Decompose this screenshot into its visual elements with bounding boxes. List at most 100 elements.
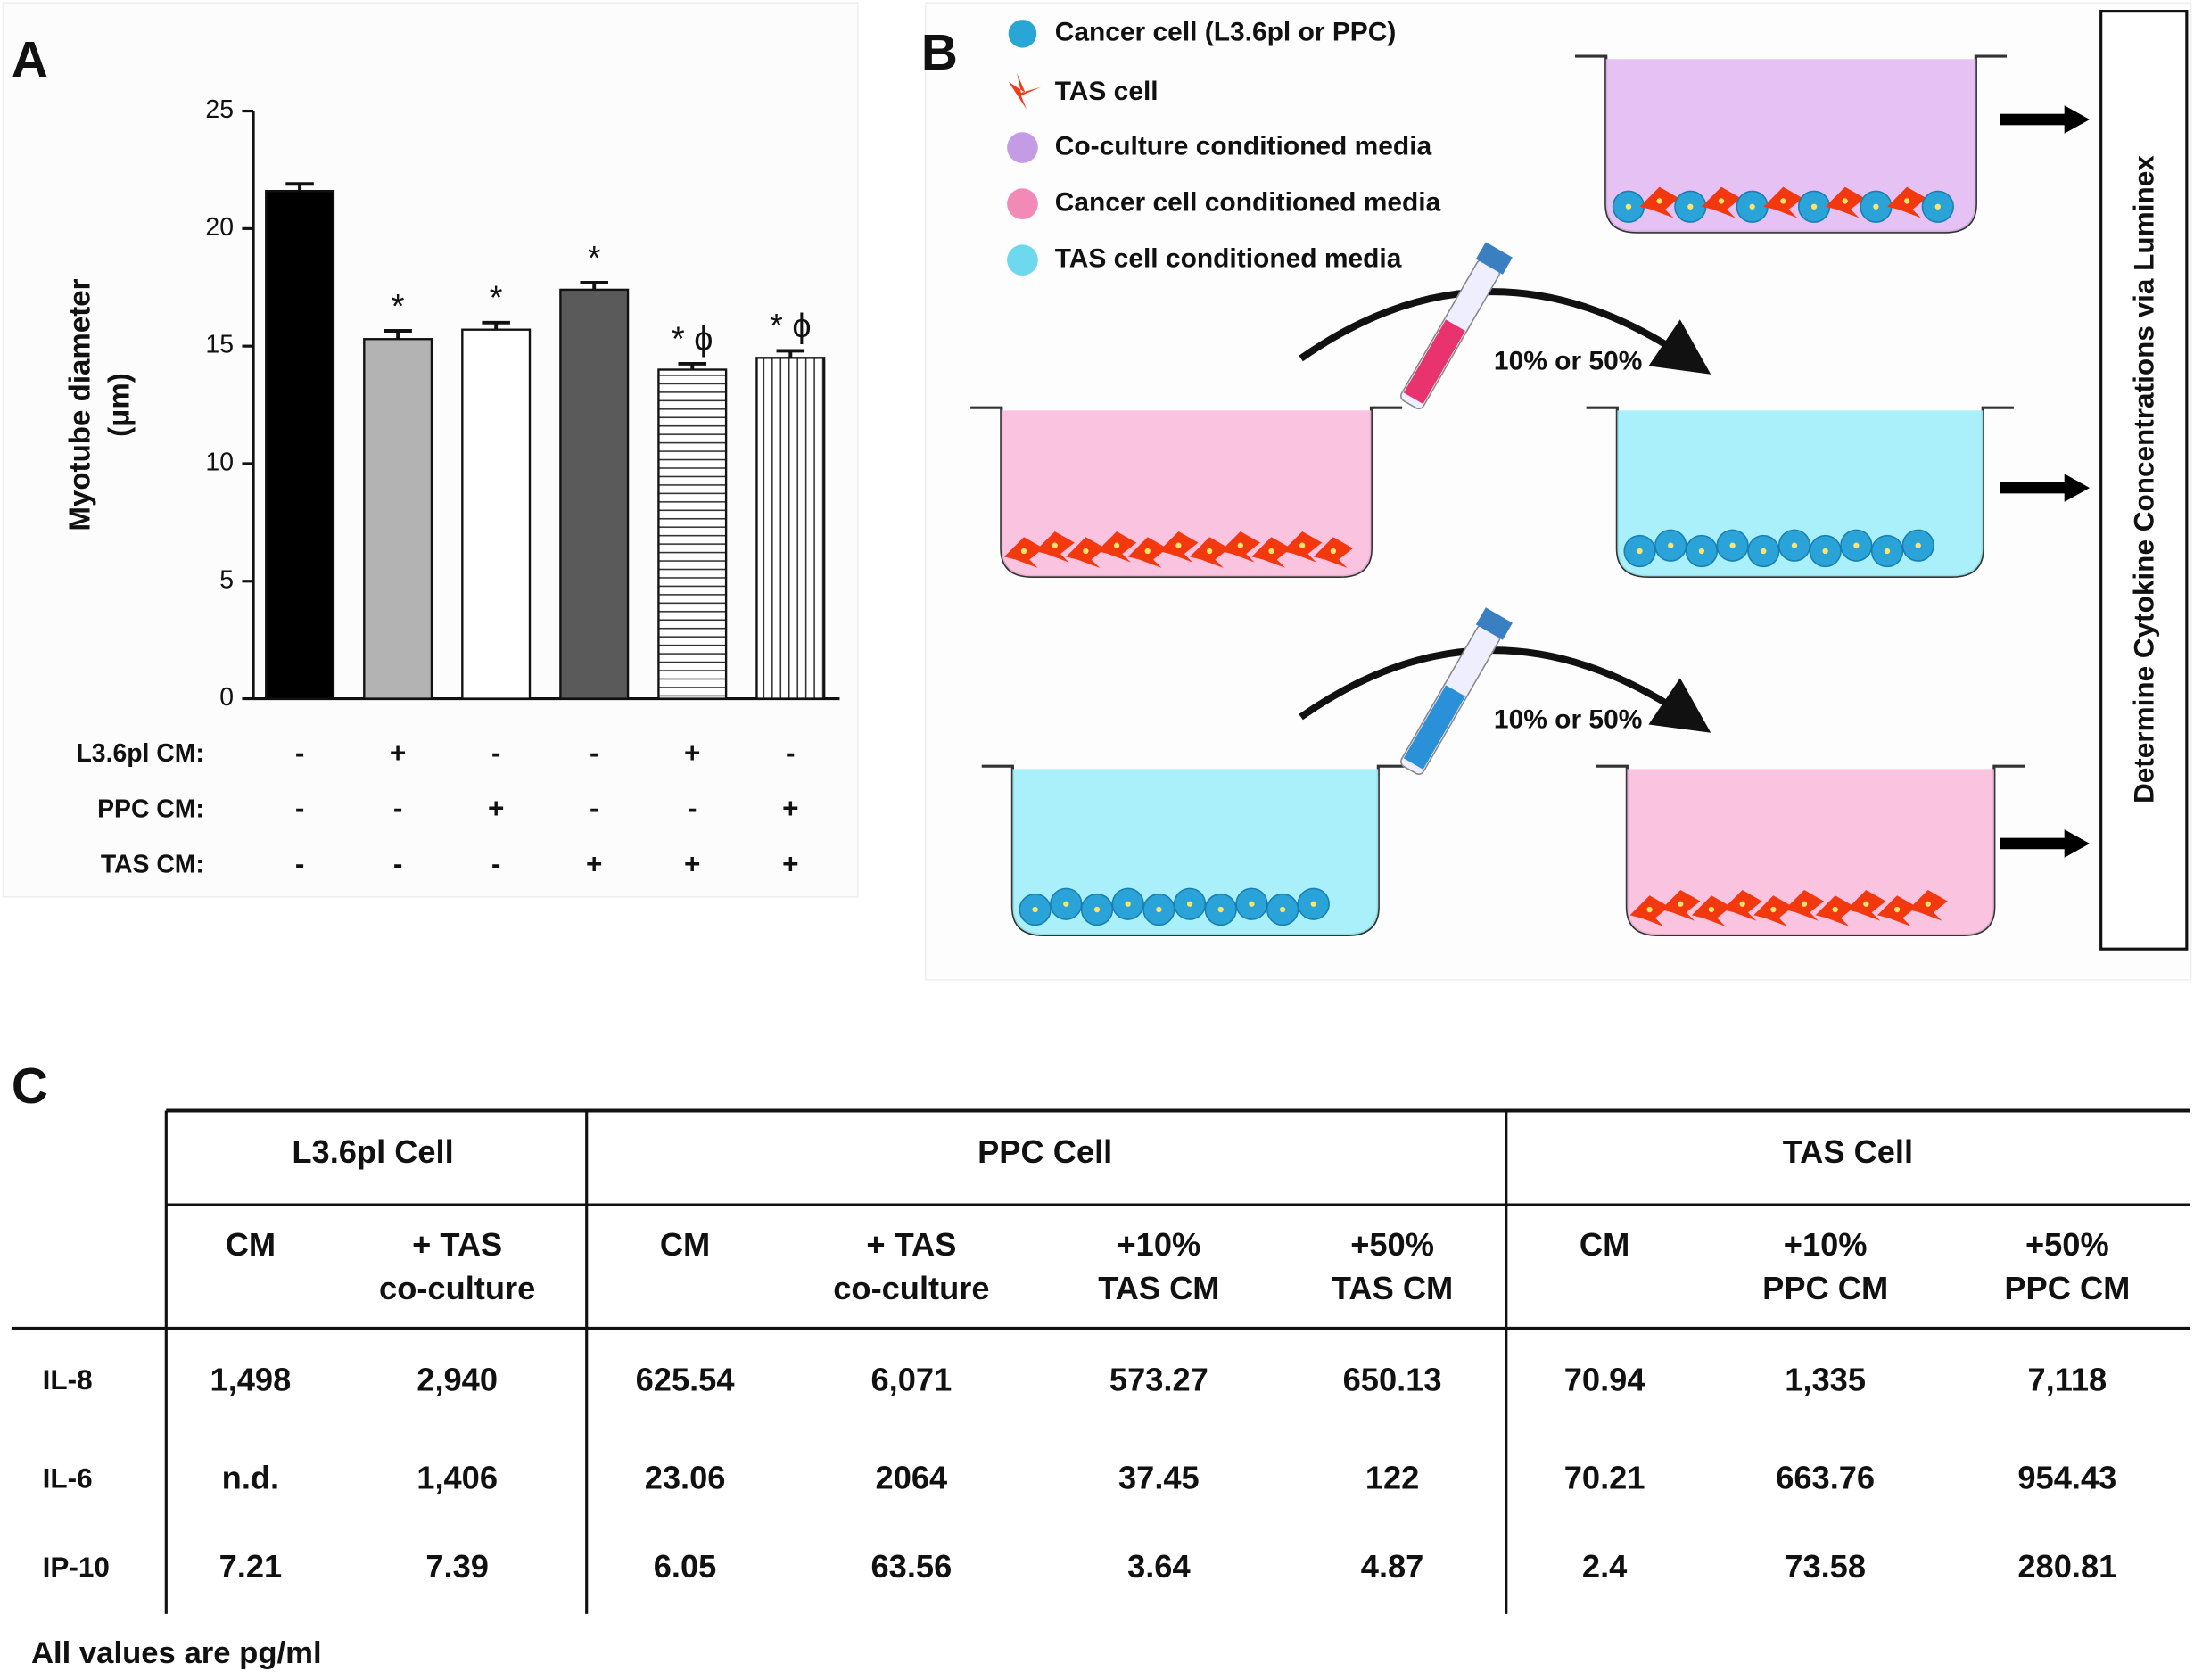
nucleus: [1801, 901, 1808, 907]
table-cell: 663.76: [1776, 1460, 1875, 1496]
nucleus: [1810, 203, 1818, 210]
column-header: +10%: [1118, 1226, 1201, 1263]
legend-text: Cancer cell (L3.6pl or PPC): [1055, 18, 1397, 47]
bar: [657, 368, 728, 700]
nucleus: [1739, 901, 1745, 907]
column-header: CM: [660, 1226, 710, 1263]
legend-icon: [1007, 188, 1038, 219]
condition-sign: +: [782, 792, 798, 824]
error-bar: [580, 281, 608, 290]
nucleus: [1915, 542, 1921, 548]
medium: [1627, 769, 1994, 935]
table-cell: 6,071: [871, 1361, 953, 1397]
nucleus: [1687, 203, 1694, 210]
panel-label: C: [12, 1058, 48, 1115]
legend-icon: [1008, 20, 1037, 48]
condition-sign: +: [684, 737, 700, 769]
y-axis-label: Myotube diameter: [63, 278, 96, 531]
legend-text: Co-culture conditioned media: [1055, 131, 1432, 161]
nucleus: [1144, 548, 1151, 555]
nucleus: [1678, 901, 1684, 907]
panel-label: A: [12, 32, 48, 88]
condition-label: TAS CM:: [101, 851, 204, 879]
table-cell: 573.27: [1109, 1361, 1208, 1397]
nucleus: [1125, 901, 1131, 907]
table-cell: 625.54: [636, 1361, 735, 1397]
group-header: L3.6pl Cell: [292, 1133, 453, 1170]
bar: [265, 189, 335, 700]
condition-sign: -: [393, 792, 403, 824]
condition-sign: +: [586, 847, 602, 879]
nucleus: [1873, 203, 1879, 210]
nucleus: [1925, 901, 1931, 907]
nucleus: [1780, 198, 1786, 204]
nucleus: [1020, 548, 1027, 555]
transfer-arrow: [1299, 288, 1711, 375]
nucleus: [1249, 901, 1255, 907]
footnote: All values are pg/ml: [31, 1636, 322, 1670]
significance: * ϕ: [672, 321, 713, 358]
error-bar: [776, 349, 805, 358]
bar: [363, 338, 433, 700]
bar: [461, 328, 532, 700]
table-cell: 3.64: [1127, 1548, 1191, 1585]
nucleus: [1279, 906, 1286, 913]
column-header: +50%: [2025, 1226, 2109, 1263]
transfer-label: 10% or 50%: [1494, 705, 1642, 735]
table-cell: 63.56: [871, 1548, 953, 1585]
column-header: PPC CM: [1762, 1270, 1888, 1306]
condition-sign: -: [295, 737, 305, 769]
condition-sign: -: [295, 847, 305, 879]
column-header: + TAS: [866, 1226, 956, 1263]
nucleus: [1903, 198, 1910, 204]
nucleus: [1668, 542, 1674, 548]
table-cell: 122: [1365, 1460, 1419, 1496]
nucleus: [1310, 901, 1316, 907]
readout-text: Determine Cytokine Concentrations via Lu…: [2127, 155, 2159, 803]
nucleus: [1330, 548, 1337, 555]
medium: [1617, 410, 1984, 577]
table-cell: 1,335: [1785, 1361, 1866, 1397]
wells: [970, 54, 2025, 936]
table-cell: 23.06: [645, 1460, 726, 1496]
nucleus: [1884, 548, 1891, 555]
condition-sign: -: [393, 847, 403, 879]
legend-icon: [1007, 244, 1038, 276]
condition-sign: +: [488, 792, 504, 824]
table-cell: 7.39: [425, 1548, 489, 1585]
nucleus: [1646, 906, 1653, 913]
condition-sign: -: [590, 792, 599, 824]
table-cell: 1,406: [417, 1460, 498, 1496]
nucleus: [1625, 203, 1632, 210]
nucleus: [1175, 542, 1182, 548]
medium: [1605, 59, 1976, 233]
table-cell: 73.58: [1785, 1548, 1866, 1585]
row-label: IL-8: [43, 1363, 93, 1396]
table-cell: 2,940: [417, 1361, 498, 1397]
table-cell: 280.81: [2017, 1548, 2116, 1585]
condition-sign: +: [782, 847, 798, 879]
nucleus: [1052, 542, 1058, 548]
condition-label: PPC CM:: [97, 795, 204, 823]
nucleus: [1853, 542, 1860, 548]
nucleus: [1186, 901, 1193, 907]
y-tick-label: 5: [219, 565, 234, 594]
condition-sign: -: [688, 792, 697, 824]
nucleus: [1637, 548, 1643, 555]
medium: [1012, 769, 1379, 935]
table-cell: 70.21: [1564, 1460, 1646, 1496]
nucleus: [1832, 906, 1838, 913]
condition-sign: +: [390, 737, 406, 769]
nucleus: [1237, 542, 1243, 548]
table-cell: 954.43: [2017, 1460, 2116, 1496]
condition-label: L3.6pl CM:: [76, 739, 203, 768]
column-header: co-culture: [379, 1270, 535, 1306]
condition-sign: -: [786, 737, 796, 769]
y-tick-label: 10: [205, 448, 234, 476]
legend-text: Cancer cell conditioned media: [1055, 188, 1441, 218]
condition-sign: -: [491, 737, 501, 769]
row-label: IP-10: [43, 1551, 110, 1583]
y-tick-label: 20: [205, 213, 234, 242]
significance: *: [588, 240, 601, 277]
table-cell: 6.05: [654, 1548, 717, 1585]
